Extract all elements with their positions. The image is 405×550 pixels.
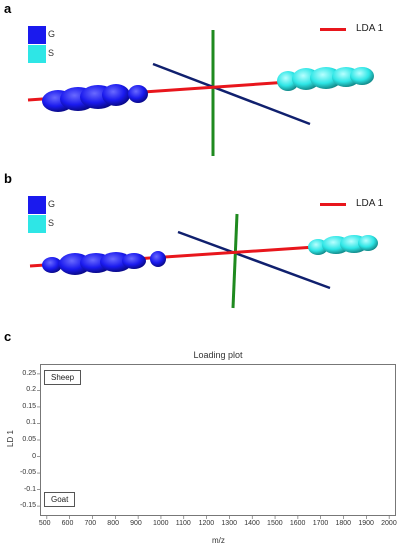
panel-a-group-s-points bbox=[277, 67, 374, 91]
y-tick-label: -0.1 bbox=[23, 485, 36, 493]
panel-a-navy-axis bbox=[152, 62, 311, 126]
lda-legend-line-b bbox=[320, 203, 346, 206]
group-s-label-a: S bbox=[48, 48, 55, 58]
panel-a-group-g-points bbox=[42, 84, 148, 112]
x-tick-label: 1700 bbox=[312, 520, 329, 527]
x-tick-label: 2000 bbox=[381, 520, 397, 527]
x-tick-label: 1000 bbox=[152, 520, 169, 527]
y-tick-label: 0 bbox=[32, 452, 36, 460]
x-tick-label: 700 bbox=[84, 520, 97, 527]
x-tick-label: 1500 bbox=[267, 520, 283, 527]
lda-legend-line-a bbox=[320, 28, 346, 31]
panel-b-group-s-points bbox=[308, 235, 378, 255]
y-tick-label: 0.05 bbox=[22, 436, 36, 443]
group-g-swatch-a bbox=[28, 26, 46, 44]
goat-annotation: Goat bbox=[44, 492, 76, 507]
lda-legend-label-a: LDA 1 bbox=[356, 23, 384, 34]
panel-a-letter: a bbox=[4, 1, 12, 16]
y-tick-label: -0.05 bbox=[20, 469, 36, 477]
x-tick-label: 1800 bbox=[335, 520, 352, 527]
plot-frame bbox=[40, 364, 396, 516]
x-tick-label: 1200 bbox=[198, 520, 215, 527]
y-tick-label: 0.2 bbox=[26, 386, 36, 394]
y-tick-label: -0.15 bbox=[20, 502, 36, 510]
sheep-annotation: Sheep bbox=[44, 370, 82, 385]
x-tick-label: 600 bbox=[61, 520, 74, 527]
x-tick-label: 500 bbox=[38, 520, 51, 527]
lda-legend-label-b: LDA 1 bbox=[356, 198, 384, 209]
y-tick-label: 0.25 bbox=[22, 369, 36, 377]
group-s-swatch-b bbox=[28, 215, 46, 233]
panel-b-navy-axis bbox=[177, 230, 331, 290]
y-tick-label: 0.1 bbox=[26, 419, 36, 427]
x-tick-label: 1900 bbox=[358, 520, 374, 527]
x-tick-label: 1300 bbox=[221, 520, 237, 527]
group-g-label-b: G bbox=[48, 199, 56, 209]
chart-title: Loading plot bbox=[193, 350, 243, 360]
panel-b-green-axis bbox=[231, 213, 239, 309]
group-s-label-b: S bbox=[48, 218, 55, 228]
x-tick-label: 1100 bbox=[175, 520, 191, 527]
x-tick-label: 900 bbox=[130, 520, 142, 527]
x-tick-label: 1400 bbox=[244, 520, 260, 527]
panel-b-group-g-points bbox=[42, 251, 166, 275]
x-tick-label: 800 bbox=[107, 520, 119, 527]
group-g-label-a: G bbox=[48, 29, 56, 39]
group-g-swatch-b bbox=[28, 196, 46, 214]
y-tick-label: 0.15 bbox=[22, 402, 36, 410]
panel-c-letter: c bbox=[4, 329, 12, 344]
x-axis-label: m/z bbox=[212, 536, 225, 545]
panel-b-letter: b bbox=[4, 171, 12, 186]
x-tick-label: 1600 bbox=[289, 520, 306, 527]
group-s-swatch-a bbox=[28, 45, 46, 63]
